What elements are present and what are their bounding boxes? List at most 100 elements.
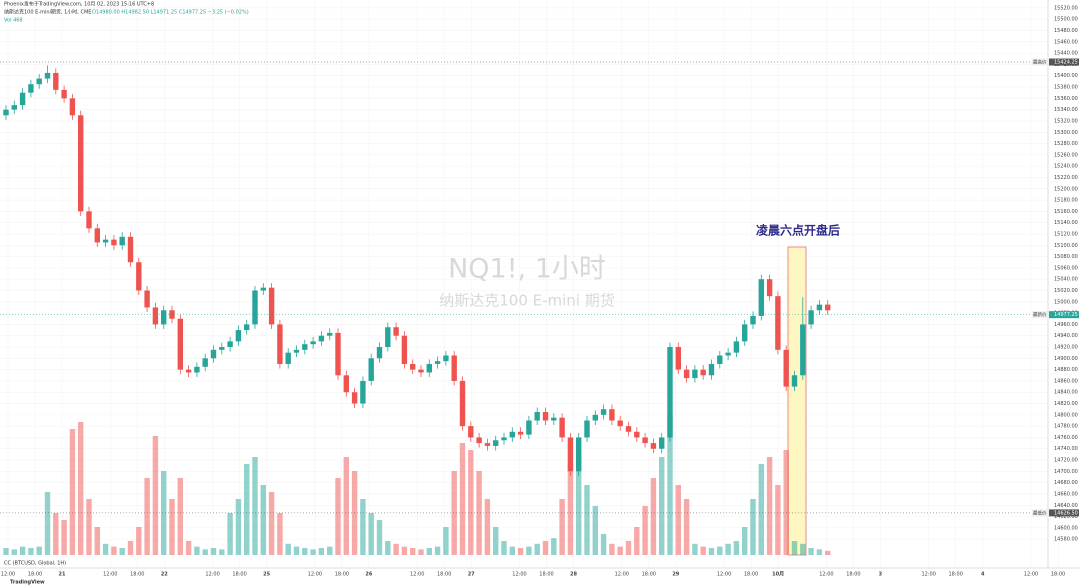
candle-body [451,355,457,381]
volume-bar [617,546,623,555]
y-tick-label: 15500.00 [1054,17,1078,23]
marker-name: 最低价 [1033,509,1047,516]
annotation: 凌晨六点开盘后 [756,223,840,238]
candle-body [692,369,698,379]
y-tick-label: 15520.00 [1054,5,1078,11]
volume-bar [584,485,590,555]
candle-body [327,332,333,336]
y-tick-label: 15280.00 [1054,141,1078,147]
x-tick-label: 12:00 [308,572,322,578]
volume-bar [19,546,26,555]
marker-name-bg [1032,58,1048,66]
volume-bar [534,543,540,555]
x-tick-label: 29 [672,572,679,578]
volume-bar [816,549,823,555]
y-tick-label: 14660.00 [1054,491,1078,497]
watermark-title: NQ1!, 1小时 [448,254,606,285]
candle-body [219,347,225,350]
y-tick-label: 15080.00 [1054,254,1078,260]
y-tick-label: 15460.00 [1054,39,1078,45]
volume-bar [517,548,524,555]
candle-body [244,324,250,331]
x-tick-label: 25 [263,572,270,578]
candle-body [501,437,507,441]
candle-body [3,109,9,116]
price-label: 14977.25 [1054,312,1078,318]
y-tick-label: 15040.00 [1054,277,1078,283]
y-tick-label: 15060.00 [1054,265,1078,271]
y-tick-label: 14580.00 [1054,537,1078,543]
volume-bar [86,499,92,555]
candle-body [484,443,491,446]
candle-body [19,92,26,106]
x-tick-label: 10月 [772,571,784,578]
candle-body [119,236,125,246]
volume-bar [136,527,142,555]
y-tick-label: 14600.00 [1054,525,1078,531]
candle-body [509,431,515,438]
candle-body [816,304,823,311]
x-tick-label: 12:00 [1024,572,1038,578]
volume-bar [667,415,673,555]
y-tick-label: 15000.00 [1054,299,1078,305]
candle-body [368,358,374,381]
highlight-box [787,246,807,556]
y-tick-label: 14800.00 [1054,412,1078,418]
y-tick-label: 15220.00 [1054,175,1078,181]
x-tick-label: 21 [59,572,66,578]
volume-bar [11,549,17,555]
volume-bar [683,499,690,555]
volume-bar [227,513,233,555]
candle-body [559,417,565,438]
volume-bar [808,548,814,555]
volume-bar [268,492,275,555]
candle-body [127,236,134,263]
candle-body [69,98,76,116]
y-tick-label: 15020.00 [1054,288,1078,294]
candle-body [675,347,681,370]
candle-body [617,420,623,427]
volume-bar [800,543,806,555]
volume-bar [609,543,615,555]
candle-body [277,324,283,364]
x-tick-label: 18:00 [437,572,451,578]
candle-body [302,344,308,350]
volume-bar [775,485,781,555]
y-tick-label: 14880.00 [1054,367,1078,373]
y-tick-label: 15300.00 [1054,130,1078,136]
volume-bar [708,548,715,555]
volume-bar [310,549,316,555]
y-tick-label: 14860.00 [1054,378,1078,384]
candle-body [791,375,798,387]
candle-body [775,296,781,350]
volume-bar [235,499,242,555]
candle-body [161,310,167,325]
volume-bar [302,548,308,555]
x-tick-label: 4 [981,572,985,578]
x-tick-label: 12:00 [615,572,629,578]
candle-body [401,335,408,364]
volume-bar [418,549,424,555]
candle-body [576,437,582,472]
volume-bar [634,527,640,555]
volume-bar [501,541,507,555]
y-tick-label: 14700.00 [1054,469,1078,475]
candle-body [11,105,17,110]
volume-line: Vol 468 [4,18,23,24]
candle-body [808,310,814,325]
x-tick-label: 18:00 [539,572,553,578]
x-tick-label: 27 [468,572,475,578]
x-tick-label: 18:00 [335,572,349,578]
x-tick-label: 18:00 [28,572,42,578]
candle-body [825,304,831,311]
candle-body [343,375,349,393]
y-tick-label: 14740.00 [1054,446,1078,452]
volume-bar [318,548,325,555]
volume-bar [791,541,798,555]
y-tick-label: 14680.00 [1054,480,1078,486]
marker-name: 最高价 [1033,59,1047,66]
candle-body [667,347,673,438]
y-tick-label: 15200.00 [1054,186,1078,192]
volume-bar [393,543,399,555]
candle-body [443,355,449,362]
